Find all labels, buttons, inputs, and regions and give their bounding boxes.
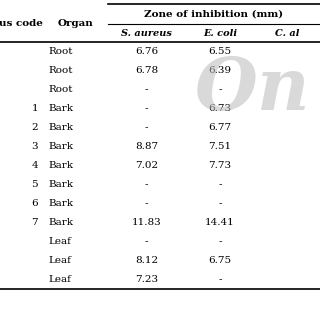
Text: -: - [218,180,222,189]
Text: 7.23: 7.23 [135,275,158,284]
Text: -: - [145,104,148,113]
Text: 5: 5 [31,180,38,189]
Text: 7.51: 7.51 [208,142,232,151]
Text: -: - [218,275,222,284]
Text: -: - [145,85,148,94]
Text: 4: 4 [31,161,38,170]
Text: Root: Root [48,85,73,94]
Text: 6.39: 6.39 [208,66,232,75]
Text: Bark: Bark [48,199,73,208]
Text: Bark: Bark [48,218,73,227]
Text: -: - [218,199,222,208]
Text: On: On [195,54,310,125]
Text: Leaf: Leaf [48,275,71,284]
Text: 6.78: 6.78 [135,66,158,75]
Text: 7.02: 7.02 [135,161,158,170]
Text: Bark: Bark [48,123,73,132]
Text: Bark: Bark [48,161,73,170]
Text: 6.76: 6.76 [135,47,158,56]
Text: Organ: Organ [57,19,93,28]
Text: Zone of inhibition (mm): Zone of inhibition (mm) [144,10,284,19]
Text: -: - [218,85,222,94]
Text: 6.75: 6.75 [208,256,232,265]
Text: 8.12: 8.12 [135,256,158,265]
Text: Bark: Bark [48,104,73,113]
Text: Root: Root [48,66,73,75]
Text: us code: us code [0,19,43,28]
Text: 6.77: 6.77 [208,123,232,132]
Text: -: - [145,123,148,132]
Text: -: - [145,199,148,208]
Text: E. coli: E. coli [203,28,237,37]
Text: -: - [145,180,148,189]
Text: 8.87: 8.87 [135,142,158,151]
Text: 6: 6 [31,199,38,208]
Text: Root: Root [48,47,73,56]
Text: 2: 2 [31,123,38,132]
Text: Bark: Bark [48,142,73,151]
Text: 6.55: 6.55 [208,47,232,56]
Text: S. aureus: S. aureus [121,28,172,37]
Text: 11.83: 11.83 [132,218,161,227]
Text: 7: 7 [31,218,38,227]
Text: 6.73: 6.73 [208,104,232,113]
Text: Bark: Bark [48,180,73,189]
Text: C. al: C. al [275,28,300,37]
Text: 7.73: 7.73 [208,161,232,170]
Text: -: - [145,237,148,246]
Text: Leaf: Leaf [48,237,71,246]
Text: Leaf: Leaf [48,256,71,265]
Text: 3: 3 [31,142,38,151]
Text: 14.41: 14.41 [205,218,235,227]
Text: 1: 1 [31,104,38,113]
Text: -: - [218,237,222,246]
